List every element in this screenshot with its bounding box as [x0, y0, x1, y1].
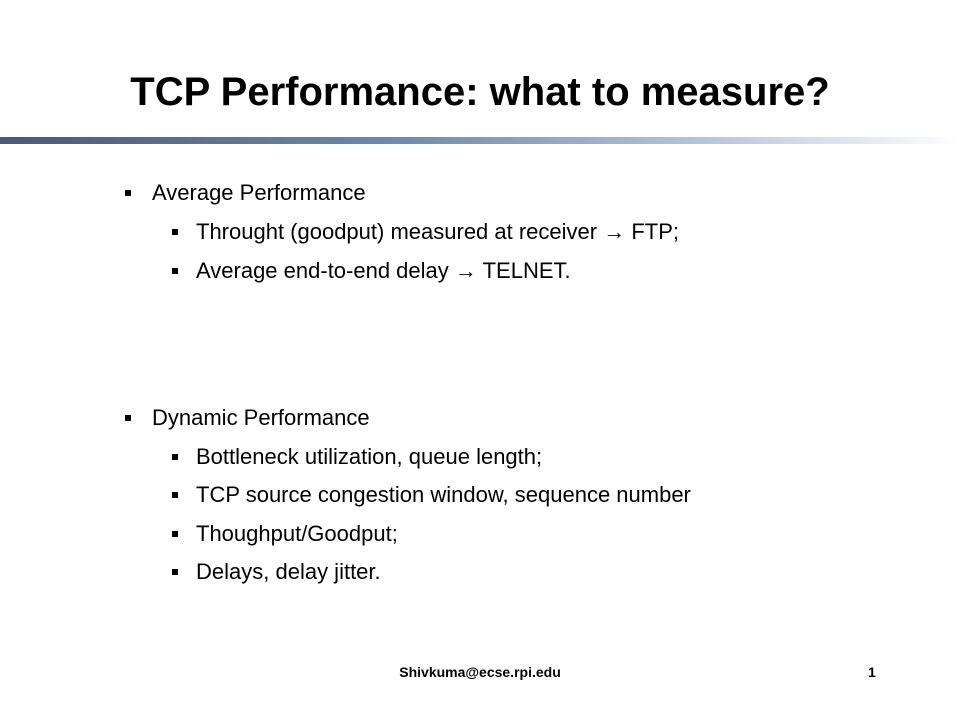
bullet — [125, 190, 131, 196]
sub-bullet — [172, 530, 178, 537]
bullet — [125, 415, 131, 421]
sub-bullet — [172, 229, 178, 235]
section-heading: Dynamic Performance — [152, 405, 370, 430]
sub-item: Average end-to-end delay → TELNET. — [196, 258, 571, 283]
sub-bullet — [172, 492, 178, 498]
sub-bullet — [172, 569, 178, 575]
title-rule — [0, 137, 960, 144]
sub-item: Bottleneck utilization, queue length; — [196, 443, 543, 469]
footer-email: Shivkuma@ecse.rpi.edu — [399, 664, 561, 680]
slide-title: TCP Performance: what to measure? — [130, 70, 830, 114]
section-heading: Average Performance — [152, 180, 366, 205]
sub-item: Delays, delay jitter. — [196, 559, 381, 584]
sub-item: TCP source congestion window, sequence n… — [196, 482, 691, 507]
sub-item: Thoughput/Goodput; — [196, 520, 398, 546]
page-number: 1 — [868, 664, 876, 680]
sub-bullet — [172, 453, 178, 460]
sub-bullet — [172, 268, 178, 274]
sub-item: Throught (goodput) measured at receiver … — [196, 219, 679, 244]
